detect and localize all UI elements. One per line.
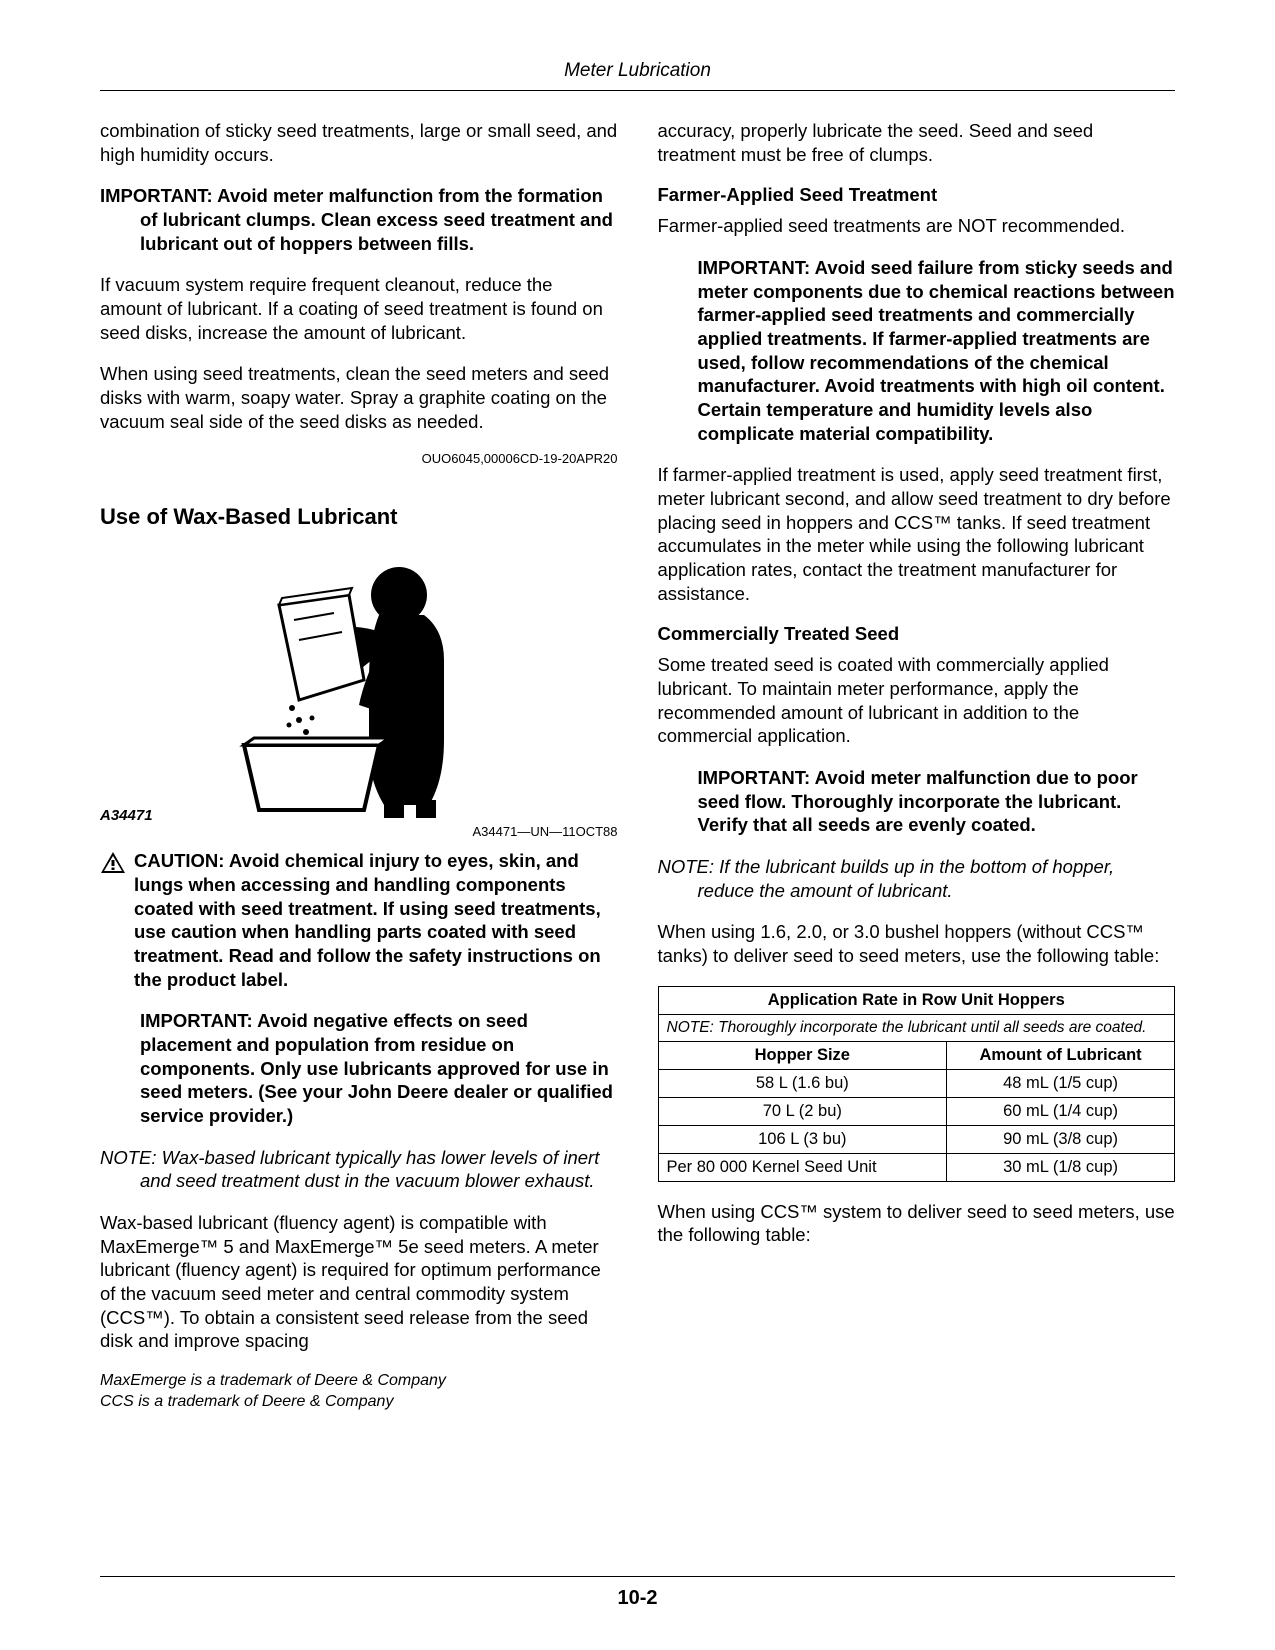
note-block: NOTE: If the lubricant builds up in the … <box>658 855 1176 902</box>
table-cell: 70 L (2 bu) <box>658 1097 947 1125</box>
paragraph: When using 1.6, 2.0, or 3.0 bushel hoppe… <box>658 920 1176 967</box>
sub-heading: Farmer-Applied Seed Treatment <box>658 184 1176 206</box>
table-cell: 48 mL (1/5 cup) <box>947 1069 1175 1097</box>
important-text: IMPORTANT: Avoid meter malfunction from … <box>100 185 613 253</box>
right-column: accuracy, properly lubricate the seed. S… <box>658 119 1176 1413</box>
table-note: NOTE: Thoroughly incorporate the lubrica… <box>658 1014 1175 1041</box>
warning-icon <box>100 851 126 880</box>
two-column-layout: combination of sticky seed treatments, l… <box>100 119 1175 1413</box>
caution-block: CAUTION: Avoid chemical injury to eyes, … <box>100 849 618 991</box>
application-rate-table: Application Rate in Row Unit Hoppers NOT… <box>658 986 1176 1182</box>
trademark-line: MaxEmerge is a trademark of Deere & Comp… <box>100 1371 618 1392</box>
sub-heading: Commercially Treated Seed <box>658 623 1176 645</box>
page-header: Meter Lubrication <box>100 60 1175 91</box>
paragraph: When using CCS™ system to deliver seed t… <box>658 1200 1176 1247</box>
table-cell: 58 L (1.6 bu) <box>658 1069 947 1097</box>
table-row: Per 80 000 Kernel Seed Unit 30 mL (1/8 c… <box>658 1153 1175 1181</box>
table-header: Amount of Lubricant <box>947 1041 1175 1069</box>
important-text: IMPORTANT: Avoid negative effects on see… <box>140 1010 613 1126</box>
table-cell: 90 mL (3/8 cup) <box>947 1125 1175 1153</box>
important-text: IMPORTANT: Avoid meter malfunction due t… <box>698 767 1138 835</box>
paragraph: Wax-based lubricant (fluency agent) is c… <box>100 1211 618 1353</box>
page-number: 10-2 <box>617 1587 657 1609</box>
note-block: NOTE: Wax-based lubricant typically has … <box>100 1146 618 1193</box>
important-block: IMPORTANT: Avoid meter malfunction due t… <box>658 766 1176 837</box>
trademark-line: CCS is a trademark of Deere & Company <box>100 1392 618 1413</box>
table-cell: Per 80 000 Kernel Seed Unit <box>658 1153 947 1181</box>
left-column: combination of sticky seed treatments, l… <box>100 119 618 1413</box>
paragraph: accuracy, properly lubricate the seed. S… <box>658 119 1176 166</box>
important-block: IMPORTANT: Avoid seed failure from stick… <box>658 256 1176 445</box>
figure-illustration <box>100 550 618 825</box>
paragraph: Some treated seed is coated with commerc… <box>658 653 1176 748</box>
reference-code: OUO6045,00006CD-19-20APR20 <box>100 451 618 466</box>
table-cell: 60 mL (1/4 cup) <box>947 1097 1175 1125</box>
section-heading: Use of Wax-Based Lubricant <box>100 504 618 530</box>
table-row: 58 L (1.6 bu) 48 mL (1/5 cup) <box>658 1069 1175 1097</box>
table-title: Application Rate in Row Unit Hoppers <box>658 986 1175 1014</box>
caution-text: CAUTION: Avoid chemical injury to eyes, … <box>134 849 618 991</box>
pouring-lubricant-icon <box>204 550 514 820</box>
table-cell: 30 mL (1/8 cup) <box>947 1153 1175 1181</box>
paragraph: If vacuum system require frequent cleano… <box>100 273 618 344</box>
table-cell: 106 L (3 bu) <box>658 1125 947 1153</box>
paragraph: Farmer-applied seed treatments are NOT r… <box>658 214 1176 238</box>
table-row: 106 L (3 bu) 90 mL (3/8 cup) <box>658 1125 1175 1153</box>
paragraph: combination of sticky seed treatments, l… <box>100 119 618 166</box>
important-text: IMPORTANT: Avoid seed failure from stick… <box>698 257 1175 444</box>
page-footer: 10-2 <box>100 1576 1175 1610</box>
paragraph: When using seed treatments, clean the se… <box>100 362 618 433</box>
important-block: IMPORTANT: Avoid negative effects on see… <box>100 1009 618 1127</box>
trademark-footnote: MaxEmerge is a trademark of Deere & Comp… <box>100 1371 618 1413</box>
table-header: Hopper Size <box>658 1041 947 1069</box>
figure-code: A34471—UN—11OCT88 <box>100 824 618 839</box>
table-row: 70 L (2 bu) 60 mL (1/4 cup) <box>658 1097 1175 1125</box>
paragraph: If farmer-applied treatment is used, app… <box>658 463 1176 605</box>
important-block: IMPORTANT: Avoid meter malfunction from … <box>100 184 618 255</box>
